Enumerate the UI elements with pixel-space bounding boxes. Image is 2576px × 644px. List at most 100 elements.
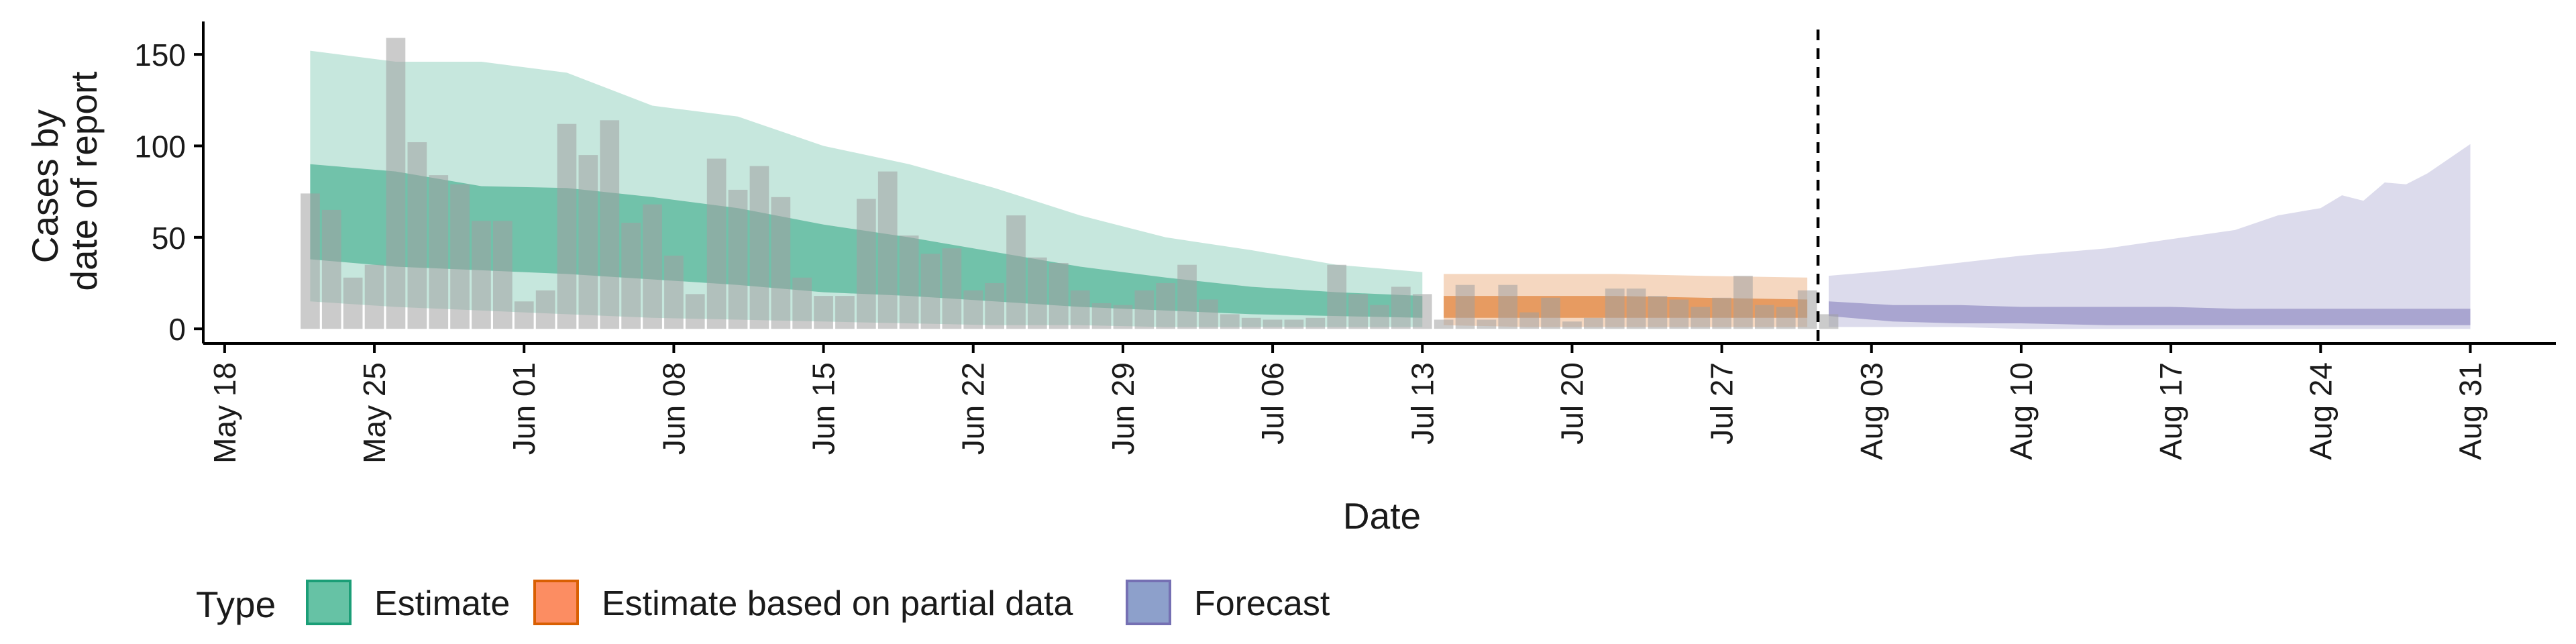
x-axis-title: Date <box>1343 495 1421 537</box>
case-bar <box>1412 294 1432 329</box>
case-bar <box>1733 276 1753 329</box>
case-bar <box>920 254 941 329</box>
y-axis-title-line-2: date of report <box>63 71 105 290</box>
case-bar <box>621 223 641 329</box>
x-tick-label: May 25 <box>357 362 392 464</box>
case-bar <box>1070 290 1090 329</box>
case-bar <box>1305 317 1326 329</box>
case-bar <box>386 38 406 329</box>
case-bar <box>514 301 534 329</box>
y-tick-label: 0 <box>168 312 186 347</box>
case-bar <box>1348 294 1368 329</box>
case-bar <box>664 256 684 329</box>
x-tick-label: May 18 <box>207 362 242 464</box>
case-bar <box>407 142 427 329</box>
case-bar <box>578 155 598 329</box>
case-bar <box>1284 319 1304 329</box>
case-bar <box>557 123 577 329</box>
legend: Type Estimate Estimate based on partial d… <box>196 580 1330 625</box>
case-bar <box>942 248 962 329</box>
case-bar <box>1797 290 1817 329</box>
case-bar <box>364 264 384 329</box>
case-bar <box>728 189 748 329</box>
case-bar <box>1584 317 1603 329</box>
case-bar <box>1455 284 1475 329</box>
y-tick-label: 50 <box>152 221 186 256</box>
case-bar <box>343 277 363 329</box>
x-tick-label: Jun 08 <box>656 362 691 455</box>
case-bar <box>1648 296 1668 329</box>
x-tick-label: Jun 15 <box>806 362 841 455</box>
case-bar <box>1498 284 1518 329</box>
case-bar <box>450 184 470 329</box>
case-bar <box>1519 312 1539 329</box>
case-bar <box>301 193 320 329</box>
y-axis-ticks: 0 50 100 150 <box>134 38 203 347</box>
case-bar <box>1006 215 1026 329</box>
case-bar <box>877 171 898 329</box>
case-bar <box>1199 299 1218 329</box>
x-tick-label: Jul 06 <box>1255 362 1290 445</box>
case-bar <box>1776 307 1796 329</box>
legend-entry-label: Forecast <box>1194 584 1330 623</box>
case-bar <box>1177 264 1197 329</box>
x-tick-label: Aug 10 <box>2004 362 2039 460</box>
y-axis-title: Cases by date of report <box>24 71 105 290</box>
case-bar <box>1370 305 1389 329</box>
case-bar <box>1712 297 1731 329</box>
case-bar <box>835 296 855 329</box>
case-bar <box>1755 305 1774 329</box>
case-bar <box>1669 299 1689 329</box>
case-bar <box>1819 314 1839 329</box>
case-bar <box>1263 319 1283 329</box>
case-bar <box>1134 290 1155 329</box>
legend-entry-label: Estimate based on partial data <box>602 584 1073 623</box>
case-bar <box>685 294 705 329</box>
case-bar <box>792 277 812 329</box>
case-bar <box>1690 307 1711 329</box>
x-tick-label: Jun 29 <box>1106 362 1140 455</box>
case-bar <box>706 158 727 329</box>
case-bar <box>749 166 769 329</box>
x-tick-label: Jul 27 <box>1705 362 1739 445</box>
case-bar <box>429 175 449 329</box>
case-bar <box>1091 303 1112 329</box>
case-bar <box>1156 283 1175 329</box>
case-bar <box>857 199 876 329</box>
y-tick-label: 100 <box>134 129 186 164</box>
x-tick-label: Aug 31 <box>2453 362 2487 460</box>
case-bar <box>643 204 662 329</box>
case-bar <box>493 221 513 329</box>
case-bar <box>1049 263 1069 329</box>
case-bar <box>600 120 620 329</box>
case-bar <box>1391 286 1411 329</box>
case-bar <box>1028 257 1047 329</box>
case-bar <box>899 235 919 329</box>
case-bar <box>1562 321 1582 329</box>
x-axis-ticks: May 18 May 25 Jun 01 Jun 08 Jun 15 Jun 22 Jun … <box>207 343 2487 464</box>
legend-key-1 <box>306 580 352 625</box>
case-bar <box>814 296 833 329</box>
case-bar <box>1241 317 1261 329</box>
reported-case-bars <box>301 38 1839 329</box>
case-bar <box>535 290 555 329</box>
y-axis-title-line-1: Cases by <box>24 109 66 264</box>
case-bar <box>1626 288 1646 329</box>
case-bar <box>963 290 983 329</box>
case-bar <box>1220 314 1240 329</box>
case-bar <box>1477 319 1497 329</box>
x-tick-label: Aug 17 <box>2153 362 2188 460</box>
case-bar <box>1113 305 1133 329</box>
x-tick-label: Jun 01 <box>506 362 541 455</box>
x-tick-label: Jul 20 <box>1554 362 1589 445</box>
x-tick-label: Aug 03 <box>1854 362 1889 460</box>
legend-key-3 <box>1126 580 1171 625</box>
legend-key-2 <box>533 580 579 625</box>
band-outer-forecast <box>1829 144 2471 329</box>
y-tick-label: 150 <box>134 38 186 72</box>
case-bar <box>1605 288 1625 329</box>
x-tick-label: Jul 13 <box>1405 362 1440 445</box>
legend-entry-label: Estimate <box>374 584 510 623</box>
case-bar <box>472 221 491 329</box>
